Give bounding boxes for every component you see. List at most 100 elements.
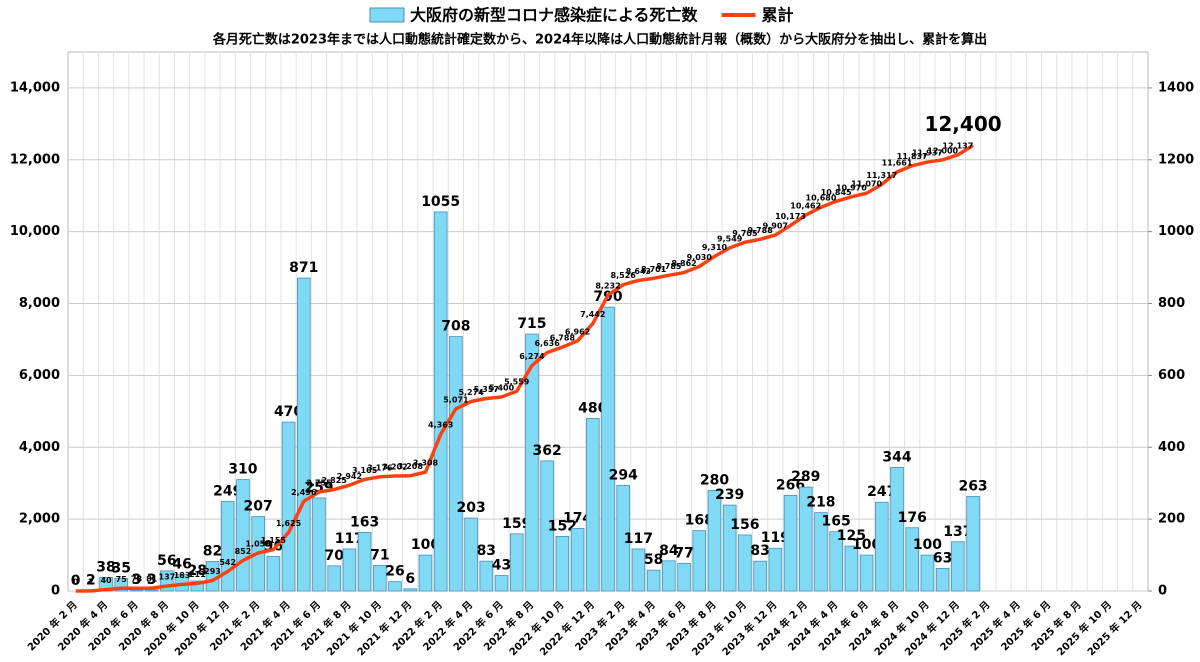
x-tick-label: 2024 年 12 月 [902, 598, 962, 658]
y-tick-label: 12,000 [10, 152, 60, 167]
bar [190, 580, 205, 592]
bar [859, 554, 874, 592]
bar-value-label: 247 [867, 484, 896, 500]
bar-value-label: 0 [71, 573, 81, 589]
line-value-label: 12,137 [942, 141, 973, 150]
line-value-label: 2,496 [291, 488, 317, 497]
bar-value-label: 480 [578, 401, 607, 417]
line-value-label: 8,862 [671, 259, 696, 268]
line-value-label: 10,845 [821, 188, 852, 197]
line-value-label: 9,549 [717, 234, 743, 243]
line-value-label: 1,155 [261, 536, 287, 545]
bar [692, 530, 707, 592]
bar-value-label: 163 [350, 514, 379, 530]
bar [357, 532, 372, 592]
line-value-label: 6,636 [534, 339, 560, 348]
line-value-label: 6,788 [550, 334, 576, 343]
bar-value-label: 58 [644, 552, 663, 568]
y2-tick-label: 200 [1158, 512, 1185, 527]
bar [631, 548, 646, 592]
chart-title: 各月死亡数は2023年までは人口動態統計確定数から、2024年以降は人口動態統計… [212, 32, 987, 48]
line-value-label: 852 [235, 547, 252, 556]
line-value-label: 5,274 [458, 388, 484, 397]
line-value-label: 2 [88, 577, 94, 586]
x-tick-label: 2020 年 12 月 [172, 598, 232, 658]
bar [753, 560, 767, 592]
line-value-label: 10,970 [836, 183, 867, 192]
line-value-label: 8,701 [641, 265, 667, 274]
bar [509, 533, 524, 592]
y-tick-label: 14,000 [10, 80, 60, 95]
line-value-label: 2,825 [322, 476, 348, 485]
x-tick-label: 2024 年 10 月 [871, 598, 931, 658]
line-value-label: 6,274 [519, 352, 545, 361]
bar-value-label: 84 [659, 543, 679, 559]
bar [525, 333, 539, 592]
line-value-label: 7,442 [580, 310, 605, 319]
line-value-label: 211 [189, 570, 206, 579]
bar [281, 421, 296, 592]
bar [768, 547, 783, 592]
bar [586, 418, 600, 592]
line-value-label: 11,837 [897, 152, 928, 161]
line-value-label: 10,462 [790, 202, 821, 211]
y-tick-label: 8,000 [19, 296, 60, 311]
bar [403, 588, 418, 592]
line-value-label: 12,000 [927, 146, 958, 155]
bar [296, 277, 311, 592]
bar-value-label: 470 [274, 404, 303, 420]
line-value-label: 5,400 [489, 383, 515, 392]
bar [388, 581, 402, 592]
bar [601, 306, 615, 592]
bar-value-label: 26 [385, 564, 404, 580]
line-value-label: 3,202 [382, 462, 407, 471]
y-tick-label: 2,000 [19, 512, 60, 527]
bar [342, 548, 357, 592]
bar-value-label: 119 [761, 530, 790, 546]
line-value-label: 10,173 [775, 212, 806, 221]
x-tick-label: 2023 年 10 月 [689, 598, 749, 658]
bar-value-label: 43 [492, 558, 511, 574]
bar [418, 554, 433, 592]
line-value-label: 3,308 [413, 459, 439, 468]
bar [479, 560, 494, 592]
line-value-label: 12,400 [924, 112, 1001, 136]
bar [646, 569, 661, 592]
bar-value-label: 176 [898, 510, 927, 526]
bar [951, 541, 965, 592]
line-value-label: 9,705 [732, 229, 758, 238]
line-value-label: 11,070 [851, 180, 882, 189]
y-tick-label: 4,000 [19, 440, 60, 455]
bar-value-label: 56 [157, 553, 176, 569]
bar-value-label: 152 [548, 518, 577, 534]
bar [738, 534, 752, 592]
bar [722, 504, 737, 592]
bar-value-label: 165 [822, 514, 851, 530]
bar-value-label: 218 [806, 495, 835, 511]
bar [494, 575, 509, 592]
legend-label: 累計 [762, 6, 794, 25]
line-value-label: 542 [219, 558, 236, 567]
bar-value-label: 117 [624, 531, 653, 547]
line-value-label: 10,680 [806, 194, 837, 203]
line-value-label: 3,105 [352, 466, 378, 475]
bar-value-label: 239 [715, 487, 744, 503]
bar-value-label: 207 [244, 499, 273, 515]
bar [662, 560, 676, 592]
bar [129, 589, 144, 592]
bar-value-label: 708 [441, 319, 470, 335]
line-value-label: 3,176 [367, 463, 393, 472]
bar-value-label: 125 [837, 528, 866, 544]
line-value-label: 9,788 [747, 226, 773, 235]
line-value-label: 3,208 [398, 462, 424, 471]
bar-value-label: 82 [203, 544, 222, 560]
line-value-label: 2,942 [337, 472, 362, 481]
bar [829, 531, 843, 592]
bar-value-label: 203 [456, 500, 485, 516]
bar-value-label: 70 [324, 548, 344, 564]
y2-tick-label: 400 [1158, 440, 1185, 455]
y2-tick-label: 1400 [1158, 80, 1194, 95]
bar [875, 501, 889, 592]
bar-value-label: 38 [96, 559, 115, 575]
